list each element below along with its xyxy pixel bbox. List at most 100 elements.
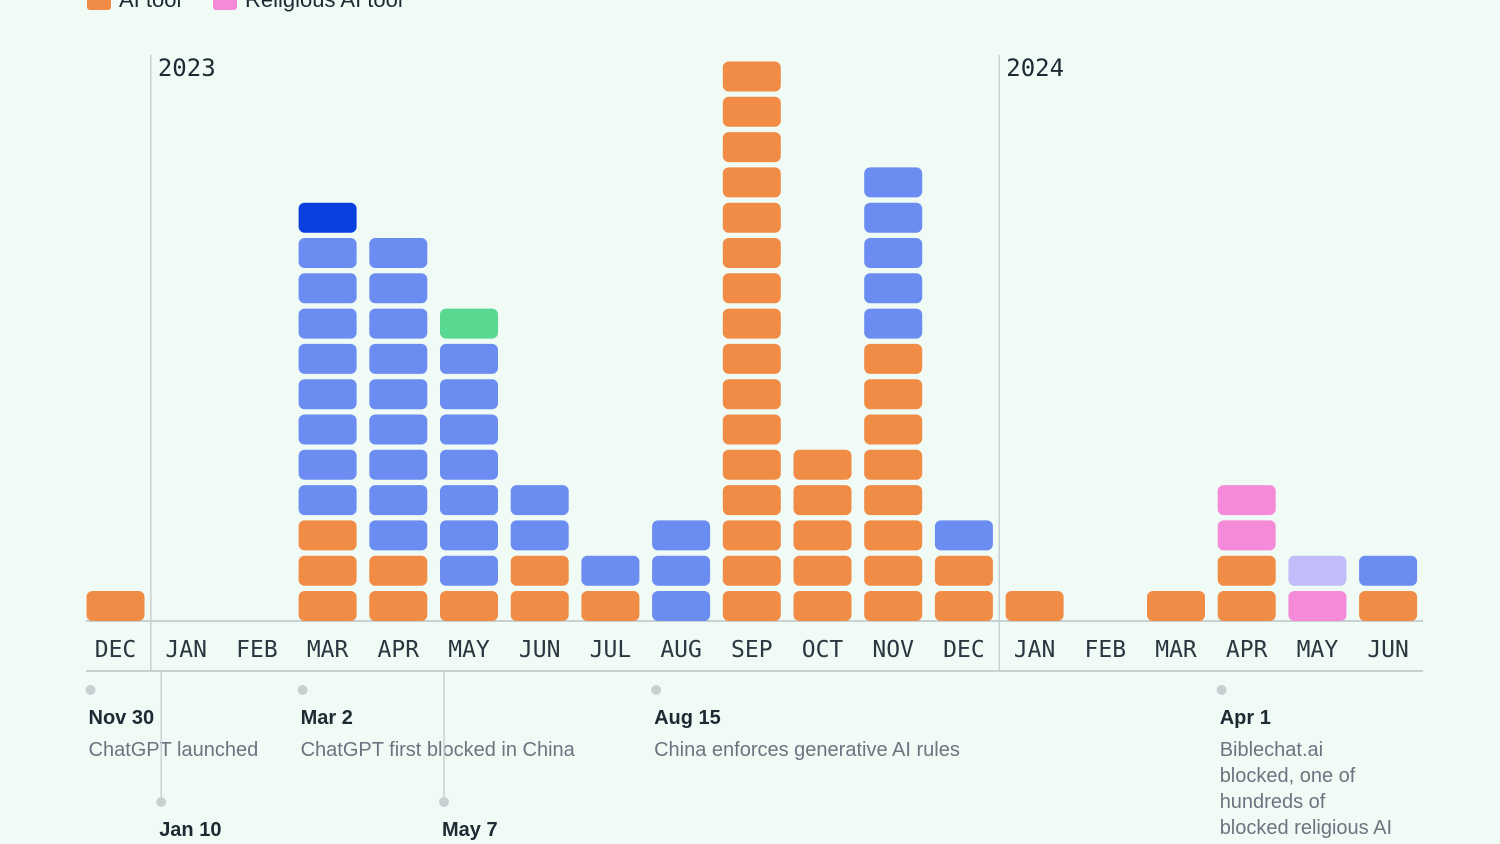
legend: AI tool Religious AI tool bbox=[87, 0, 403, 12]
month-label: OCT bbox=[802, 637, 844, 663]
event-description: Biblechat.ai bbox=[1220, 739, 1323, 761]
bar-segment bbox=[510, 485, 569, 516]
bar-segment bbox=[864, 379, 923, 410]
month-label: FEB bbox=[236, 637, 278, 663]
event-description: blocked religious AI bbox=[1220, 817, 1392, 839]
bar-segment bbox=[1005, 591, 1064, 621]
event-marker bbox=[439, 797, 449, 807]
bar-segment bbox=[440, 379, 498, 410]
bar-segment bbox=[440, 449, 498, 480]
bar-segment bbox=[793, 555, 852, 586]
month-label: JUN bbox=[519, 637, 561, 663]
bar-segment bbox=[864, 555, 923, 586]
bar-segment bbox=[1359, 591, 1418, 621]
bar-segment bbox=[298, 308, 357, 339]
month-label: DEC bbox=[943, 637, 985, 663]
bar-segment bbox=[298, 414, 357, 445]
event-date: Apr 1 bbox=[1220, 707, 1271, 729]
month-label: MAR bbox=[307, 637, 349, 663]
bar-segment bbox=[298, 555, 357, 586]
bar-segment bbox=[864, 202, 923, 233]
bar-segment bbox=[298, 379, 357, 410]
bar-segment bbox=[1359, 555, 1418, 586]
month-label: APR bbox=[378, 637, 420, 663]
bar-segment bbox=[864, 273, 923, 304]
bar-segment bbox=[440, 555, 498, 586]
event-description: ChatGPT launched bbox=[89, 739, 259, 761]
bar-segment bbox=[1217, 520, 1276, 551]
bar-segment bbox=[864, 167, 923, 198]
legend-label: AI tool bbox=[119, 0, 181, 12]
bar-segment bbox=[864, 449, 923, 480]
bar-segment bbox=[793, 485, 852, 516]
bar-segment bbox=[793, 520, 852, 551]
month-label: AUG bbox=[660, 637, 702, 663]
bar-segment bbox=[722, 379, 781, 410]
bar-segment bbox=[440, 414, 498, 445]
bar-segment bbox=[1217, 555, 1276, 586]
bar-segment bbox=[652, 555, 711, 586]
bar-segment bbox=[298, 343, 357, 374]
month-labels: DEC JAN FEB MAR APR MAY JUN JUL AUG SEP OCT NOV DEC J… bbox=[95, 637, 1409, 663]
bar-segment bbox=[440, 591, 498, 621]
month-label: MAR bbox=[1155, 637, 1197, 663]
month-label: JUN bbox=[1367, 637, 1409, 663]
bar-segment bbox=[1217, 485, 1276, 516]
bar-segment bbox=[86, 591, 145, 621]
bar-segment bbox=[864, 238, 923, 268]
bar-segment bbox=[298, 238, 357, 268]
bar-segment bbox=[369, 273, 428, 304]
bar-segment bbox=[581, 591, 640, 621]
bar-segment bbox=[510, 555, 569, 586]
bar-segment bbox=[722, 238, 781, 268]
bar-segment bbox=[722, 591, 781, 621]
bars bbox=[86, 61, 1418, 621]
bar-segment bbox=[369, 520, 428, 551]
bar-segment bbox=[298, 485, 357, 516]
bar-segment bbox=[581, 555, 640, 586]
bar-segment bbox=[440, 343, 498, 374]
event-marker bbox=[297, 685, 308, 695]
bar-segment bbox=[298, 273, 357, 304]
bar-segment bbox=[934, 591, 993, 621]
bar-segment bbox=[369, 238, 428, 268]
bar-segment bbox=[722, 132, 781, 163]
year-label: 2023 bbox=[158, 54, 216, 82]
event-date: May 7 bbox=[442, 819, 498, 841]
bar-segment bbox=[440, 520, 498, 551]
bar-segment bbox=[652, 520, 711, 551]
bar-segment bbox=[934, 520, 993, 551]
event-date: Jan 10 bbox=[159, 819, 221, 841]
bar-segment bbox=[369, 379, 428, 410]
bar-segment bbox=[864, 485, 923, 516]
bar-segment bbox=[722, 520, 781, 551]
bar-segment bbox=[934, 555, 993, 586]
bar-segment bbox=[722, 485, 781, 516]
event-marker bbox=[1216, 685, 1227, 695]
bar-segment bbox=[864, 520, 923, 551]
bar-segment bbox=[298, 520, 357, 551]
bar-segment bbox=[722, 414, 781, 445]
bar-segment bbox=[440, 485, 498, 516]
bar-segment bbox=[298, 202, 357, 233]
event-marker bbox=[85, 685, 96, 695]
month-label: JAN bbox=[165, 637, 207, 663]
bar-segment bbox=[722, 273, 781, 304]
bar-segment bbox=[298, 591, 357, 621]
event-description: ChatGPT first blocked in China bbox=[301, 739, 576, 761]
bar-segment bbox=[864, 343, 923, 374]
month-label: DEC bbox=[95, 637, 137, 663]
bar-segment bbox=[369, 414, 428, 445]
bar-segment bbox=[864, 414, 923, 445]
bar-segment bbox=[510, 591, 569, 621]
bar-segment bbox=[440, 308, 498, 339]
month-label: JUL bbox=[590, 637, 632, 663]
bar-segment bbox=[298, 449, 357, 480]
event-marker bbox=[156, 797, 167, 807]
bar-segment bbox=[510, 520, 569, 551]
bar-segment bbox=[722, 167, 781, 198]
legend-swatch bbox=[87, 0, 111, 10]
month-label: APR bbox=[1226, 637, 1268, 663]
event-date: Nov 30 bbox=[89, 707, 155, 729]
event-date: Aug 15 bbox=[654, 707, 721, 729]
